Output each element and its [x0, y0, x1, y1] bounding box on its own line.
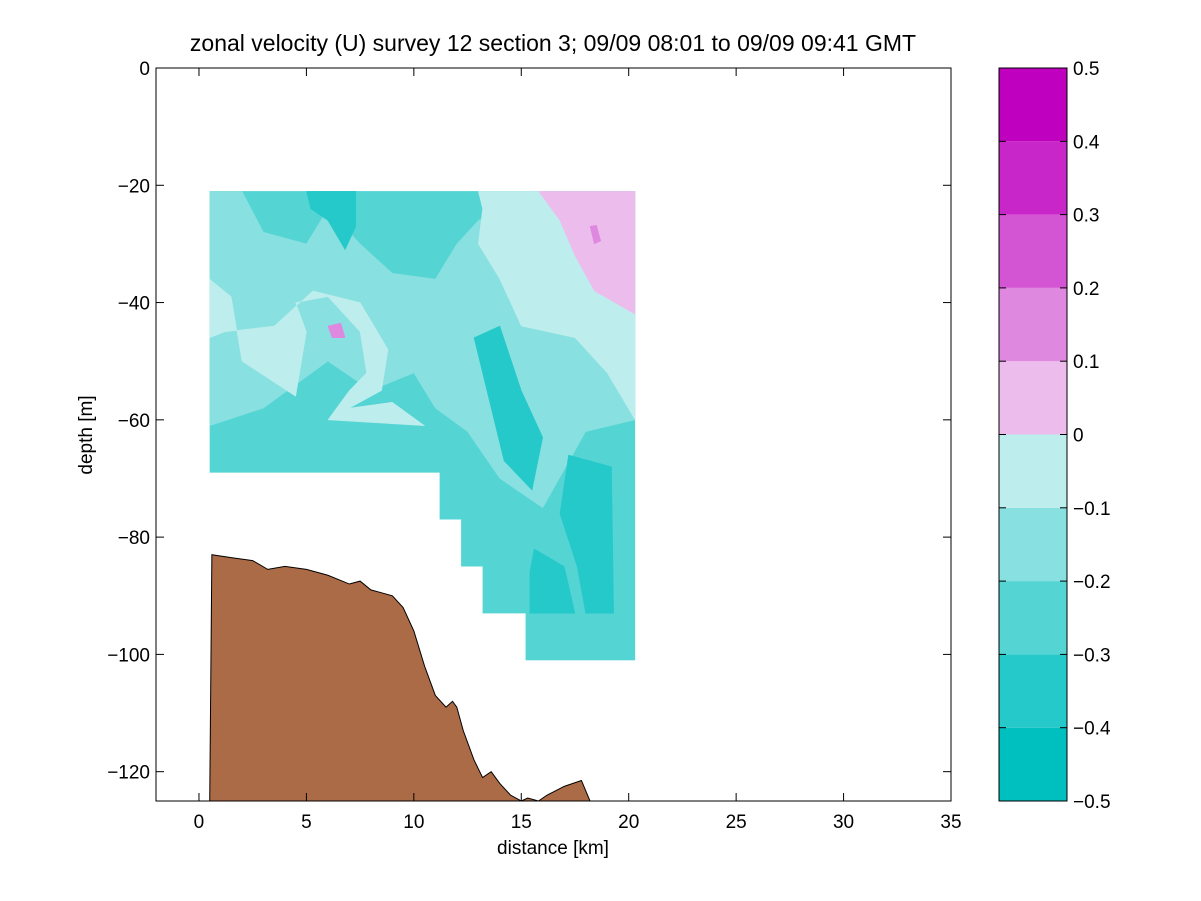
x-tick-label: 10	[403, 812, 424, 833]
y-tick-label: −100	[107, 645, 150, 666]
colorbar-tick-label: −0.1	[1073, 499, 1111, 520]
velocity-contour-region	[473, 325, 544, 491]
velocity-contour-region	[529, 548, 576, 614]
velocity-contour-region	[537, 191, 636, 315]
colorbar-tick-label: 0.3	[1073, 206, 1099, 227]
colorbar-tick-label: −0.2	[1073, 572, 1111, 593]
y-tick-label: −60	[118, 411, 150, 432]
x-tick-label: 5	[301, 812, 312, 833]
x-tick-label: 25	[726, 812, 747, 833]
x-axis-ticks: 0 5 10 15 20 25 30 35	[194, 68, 962, 833]
velocity-contour-region	[209, 278, 426, 427]
colorbar-tick-label: 0.5	[1073, 59, 1099, 80]
colorbar-segment	[999, 727, 1067, 801]
colorbar-tick-label: −0.4	[1073, 719, 1111, 740]
colorbar-tick-label: 0	[1073, 426, 1084, 447]
colorbar-tick-label: 0.4	[1073, 132, 1100, 153]
plot-frame	[155, 67, 952, 802]
velocity-contour-region	[589, 224, 602, 245]
y-tick-label: 0	[139, 59, 150, 80]
y-tick-label: −120	[107, 763, 150, 784]
colorbar-segment	[999, 654, 1067, 728]
seafloor-area	[209, 554, 591, 802]
colorbar-segment	[999, 287, 1067, 362]
colorbar-segment	[999, 507, 1067, 582]
y-axis-ticks: 0 −20 −40 −60 −80 −100 −120	[107, 59, 951, 784]
x-tick-label: 20	[618, 812, 639, 833]
x-tick-label: 35	[940, 812, 961, 833]
colorbar-tick-label: 0.2	[1073, 279, 1099, 300]
velocity-contour-region	[327, 322, 346, 338]
colorbar-segment	[999, 214, 1067, 288]
colorbar: 0.5 0.4 0.3 0.2 0.1 0 −0.1 −0.2 −0.3 −0.4 −0.5	[998, 59, 1111, 813]
colorbar-tick-label: −0.5	[1073, 792, 1111, 813]
y-axis-label: depth [m]	[76, 395, 97, 474]
colorbar-segment	[999, 68, 1067, 142]
y-tick-label: −40	[118, 294, 150, 315]
plot-area: 0 5 10 15 20 25 30 35 0 −20 −40 −60 −80 −100 −120	[107, 59, 961, 833]
colorbar-segment	[999, 581, 1067, 655]
x-tick-label: 0	[194, 812, 205, 833]
colorbar-tick-label: −0.3	[1073, 645, 1111, 666]
y-tick-label: −20	[118, 176, 150, 197]
y-tick-label: −80	[118, 528, 150, 549]
velocity-contour-region	[559, 454, 614, 614]
colorbar-segment	[999, 434, 1067, 508]
colorbar-segment	[999, 141, 1067, 215]
colorbar-tick-label: 0.1	[1073, 352, 1099, 373]
x-axis-label: distance [km]	[497, 838, 609, 859]
velocity-contour-region	[306, 191, 357, 251]
colorbar-segment	[999, 361, 1067, 435]
seafloor-bathymetry	[209, 554, 591, 802]
chart-title: zonal velocity (U) survey 12 section 3; …	[190, 30, 916, 56]
x-tick-label: 15	[511, 812, 532, 833]
x-tick-label: 30	[833, 812, 854, 833]
